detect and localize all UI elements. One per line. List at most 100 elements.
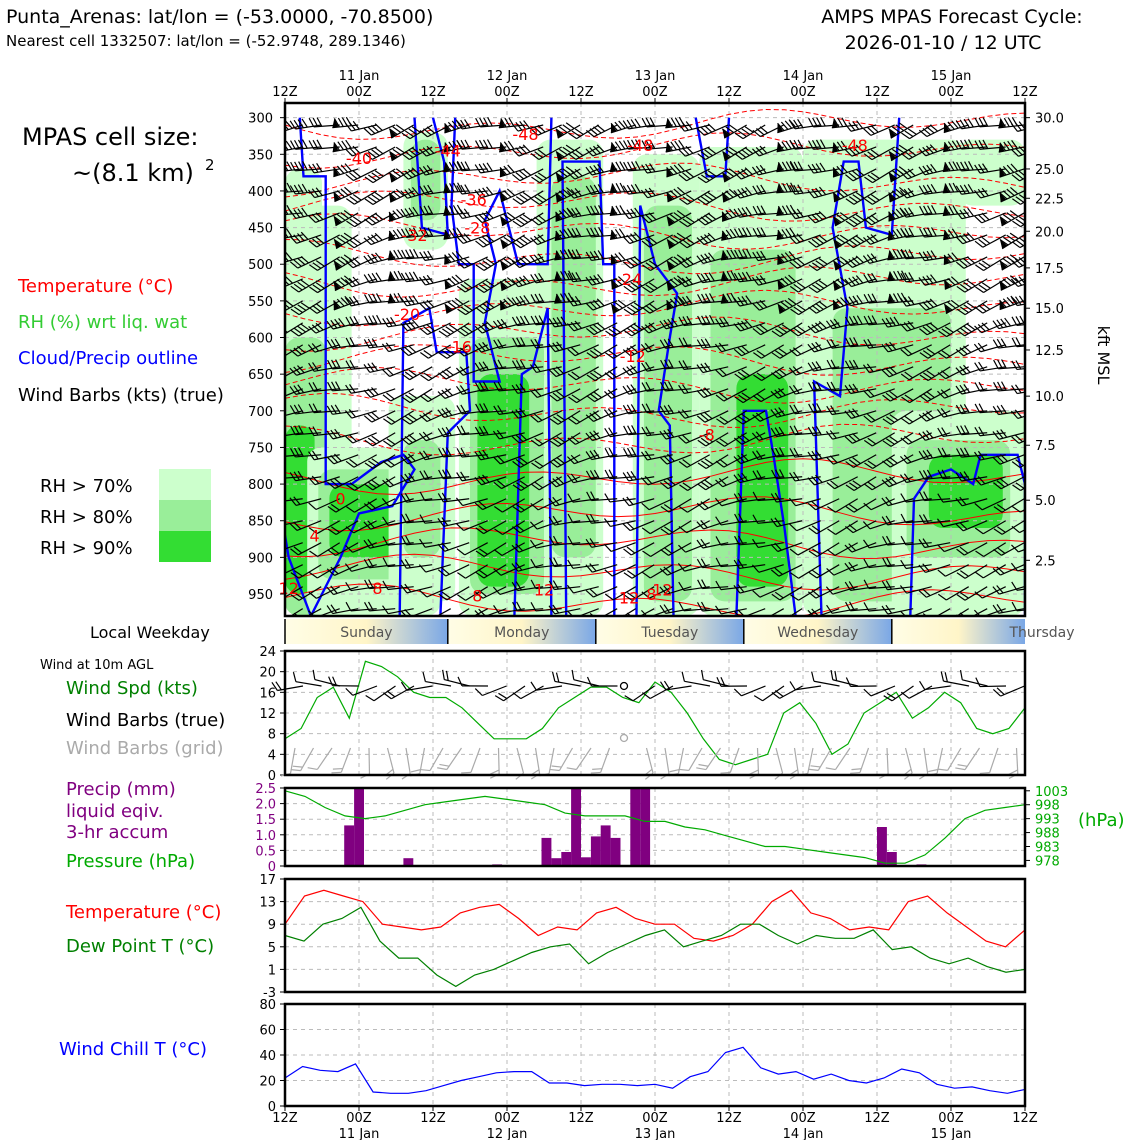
nearest-cell-text: Nearest cell 1332507: lat/lon = (-52.974…	[6, 32, 406, 50]
legend-pressure: Pressure (hPa)	[66, 851, 195, 872]
height-tick-label: 7.5	[1035, 439, 1056, 454]
model-cycle-title: AMPS MPAS Forecast Cycle:	[821, 6, 1082, 28]
upper-wind-barb-feather	[512, 173, 520, 183]
rh70-label: RH > 70%	[40, 476, 133, 497]
upper-wind-barb	[364, 358, 395, 373]
chart-marks: -40-44-48-48-48-36-28-32-24-20-16-12-804…	[248, 69, 1074, 1140]
height-tick-label: 15.0	[1035, 302, 1064, 317]
upper-wind-barb-feather	[275, 389, 282, 399]
upper-wind-barb	[997, 292, 1025, 309]
isotherm-label: 12	[534, 581, 554, 600]
upper-wind-barb-feather	[475, 239, 483, 249]
upper-wind-barb-feather	[476, 118, 481, 127]
weekday-name: Tuesday	[640, 625, 698, 641]
top-hour-label: 12Z	[568, 85, 594, 100]
upper-wind-barb-feather	[276, 327, 284, 337]
legend-wind-speed: Wind Spd (kts)	[66, 678, 198, 699]
top-date-label: 14 Jan	[783, 69, 824, 84]
height-tick-label: 22.5	[1035, 192, 1064, 207]
isotherm-label: 12	[619, 589, 639, 608]
upper-wind-barb-feather	[623, 260, 631, 270]
cell-size-exponent: 2	[205, 156, 215, 174]
isotherm-label: -20	[394, 305, 420, 324]
upper-wind-barb-feather	[642, 118, 647, 127]
upper-wind-barb	[345, 116, 376, 132]
upper-wind-barb-feather	[488, 117, 493, 126]
upper-wind-barb	[975, 358, 1006, 372]
weekday-name: Wednesday	[777, 625, 858, 641]
pressure-tick-label: 700	[248, 405, 273, 420]
legend-rh: RH (%) wrt liq. wat	[18, 312, 187, 333]
upper-wind-barb-flag	[276, 162, 283, 172]
pressure-tick-label: 450	[248, 222, 273, 237]
upper-wind-barb-feather	[278, 142, 284, 152]
rh-patch	[736, 374, 788, 587]
top-date-label: 11 Jan	[339, 69, 380, 84]
upper-wind-barb-feather	[272, 615, 280, 625]
upper-wind-barb	[608, 116, 636, 132]
height-tick-label: 30.0	[1035, 112, 1064, 127]
upper-wind-barb-feather	[365, 294, 370, 303]
upper-wind-barb	[498, 205, 525, 226]
upper-wind-barb	[608, 248, 635, 264]
cross-section-plot-area	[271, 103, 1042, 625]
isotherm-label: -32	[401, 226, 427, 245]
pressure-tick-label: 550	[248, 295, 273, 310]
upper-wind-barb-feather	[605, 493, 610, 502]
cell-size-title: MPAS cell size:	[22, 123, 198, 151]
upper-wind-barb	[775, 116, 803, 132]
upper-wind-barb	[678, 116, 709, 132]
upper-wind-barb-feather	[272, 493, 277, 502]
upper-wind-barb	[442, 248, 469, 264]
upper-wind-barb-flag	[276, 229, 283, 239]
height-tick-label: 5.0	[1035, 494, 1056, 509]
upper-wind-barb	[605, 424, 636, 437]
isotherm-label: -8	[699, 425, 715, 444]
legend-temperature: Temperature (°C)	[17, 276, 173, 297]
right-axis-label: kft MSL	[1094, 326, 1113, 385]
isotherm-label: 4	[310, 526, 320, 545]
top-hour-label: 12Z	[716, 85, 742, 100]
upper-wind-barb-feather	[488, 139, 493, 148]
pressure-tick-label: 750	[248, 441, 273, 456]
pressure-tick-label: 800	[248, 478, 273, 493]
upper-wind-barb	[605, 490, 636, 503]
upper-wind-barb-feather	[364, 414, 371, 424]
wind-panel-ytick-label: 8	[268, 728, 276, 743]
upper-wind-barb	[941, 116, 968, 132]
weekday-day-fill	[892, 619, 1025, 644]
wind-panel-ytick-label: 4	[268, 748, 276, 763]
upper-wind-barb-feather	[272, 351, 280, 361]
isotherm-label: 8	[472, 586, 482, 605]
upper-wind-barb-feather	[605, 448, 610, 457]
upper-wind-barb	[382, 336, 413, 352]
upper-wind-barb	[1012, 358, 1043, 370]
upper-wind-barb-feather	[605, 568, 613, 578]
pressure-tick-label: 900	[248, 551, 273, 566]
upper-wind-barb-feather	[624, 571, 632, 581]
wind-panel-ytick-label: 20	[259, 666, 276, 681]
weekday-name: Monday	[494, 625, 549, 641]
upper-wind-barb	[275, 116, 303, 133]
upper-wind-barb-feather	[377, 293, 382, 302]
legend-dewpoint: Dew Point T (°C)	[66, 936, 214, 957]
upper-wind-barb-feather	[272, 329, 280, 339]
upper-wind-barb-feather	[420, 350, 428, 360]
upper-wind-barb-feather	[272, 390, 279, 400]
legend-cloud: Cloud/Precip outline	[18, 348, 198, 369]
rh-patch	[929, 455, 1003, 528]
isotherm-label: -48	[512, 125, 538, 144]
upper-wind-barb-feather	[365, 175, 373, 185]
wind10m-title: Wind at 10m AGL	[40, 658, 154, 673]
upper-wind-barb	[997, 205, 1024, 226]
top-hour-label: 00Z	[346, 85, 372, 100]
isotherm-label: -28	[464, 219, 490, 238]
upper-wind-barb-feather	[624, 426, 629, 435]
pressure-tick-label: 300	[248, 112, 273, 127]
upper-wind-barb-flag	[275, 278, 284, 289]
legend-wind-barbs: Wind Barbs (kts) (true)	[18, 385, 224, 406]
upper-wind-barb-feather	[276, 349, 284, 359]
